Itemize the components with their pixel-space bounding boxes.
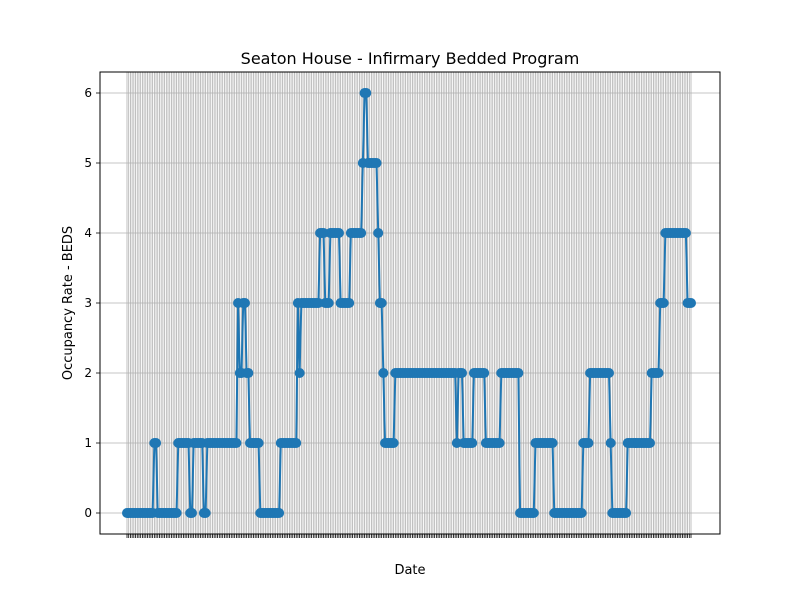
data-point xyxy=(186,508,197,518)
data-point xyxy=(291,438,302,448)
data-point xyxy=(373,228,384,238)
data-point xyxy=(274,508,285,518)
series-layer xyxy=(122,88,696,518)
data-point xyxy=(253,438,264,448)
data-point xyxy=(171,508,182,518)
x-axis-ticks xyxy=(126,534,692,538)
data-point xyxy=(680,228,691,238)
y-tick-label: 2 xyxy=(84,366,92,380)
data-point xyxy=(644,438,655,448)
y-tick-label: 4 xyxy=(84,226,92,240)
data-point xyxy=(621,508,632,518)
data-point xyxy=(494,438,505,448)
data-point xyxy=(547,438,558,448)
data-point xyxy=(378,368,389,378)
data-point xyxy=(323,298,334,308)
data-point xyxy=(583,438,594,448)
data-point xyxy=(243,368,254,378)
data-point xyxy=(294,368,305,378)
y-tick-label: 3 xyxy=(84,296,92,310)
data-point xyxy=(658,298,669,308)
data-point xyxy=(376,298,387,308)
data-point xyxy=(231,438,242,448)
data-point xyxy=(344,298,355,308)
data-point xyxy=(528,508,539,518)
y-tick-label: 5 xyxy=(84,156,92,170)
data-point xyxy=(151,438,162,448)
y-tick-label: 0 xyxy=(84,506,92,520)
y-tick-label: 6 xyxy=(84,86,92,100)
data-point xyxy=(371,158,382,168)
data-point xyxy=(456,368,467,378)
data-point xyxy=(451,438,462,448)
y-axis-ticks: 0 1 2 3 4 5 6 xyxy=(84,86,100,520)
data-point xyxy=(388,438,399,448)
data-point xyxy=(361,88,372,98)
data-point xyxy=(467,438,478,448)
data-point xyxy=(239,298,250,308)
data-point xyxy=(356,228,367,238)
chart-title: Seaton House - Infirmary Bedded Program xyxy=(241,49,580,68)
y-axis-label: Occupancy Rate - BEDS xyxy=(61,226,76,380)
data-point xyxy=(333,228,344,238)
data-point xyxy=(653,368,664,378)
data-point xyxy=(603,368,614,378)
x-axis-label: Date xyxy=(394,563,425,578)
data-point xyxy=(200,508,211,518)
data-point xyxy=(479,368,490,378)
data-point xyxy=(605,438,616,448)
data-point xyxy=(318,228,329,238)
data-point xyxy=(513,368,524,378)
data-point xyxy=(576,508,587,518)
data-point xyxy=(313,298,324,308)
data-point xyxy=(686,298,696,308)
y-tick-label: 1 xyxy=(84,436,92,450)
